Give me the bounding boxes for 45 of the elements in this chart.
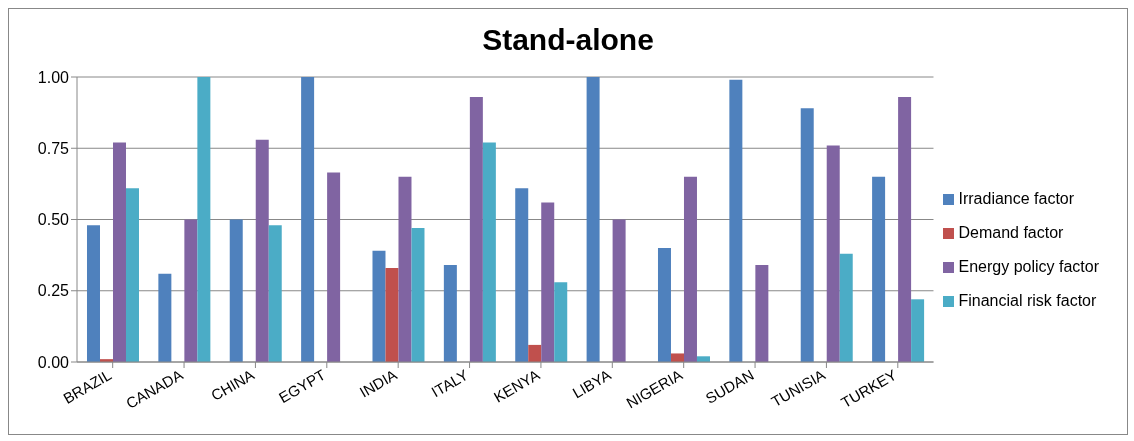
bar — [411, 228, 425, 362]
bar — [755, 265, 769, 362]
bar — [255, 139, 269, 362]
bar — [683, 176, 697, 362]
y-tick-label: 0.50 — [37, 211, 70, 229]
bar — [911, 299, 925, 362]
bar — [800, 108, 814, 362]
bar — [729, 79, 743, 362]
bar — [826, 145, 840, 362]
bar — [327, 172, 341, 362]
bar — [112, 142, 126, 362]
bar — [372, 250, 386, 362]
bar — [541, 202, 555, 362]
bar — [586, 77, 600, 362]
bar — [268, 225, 282, 362]
bar — [385, 267, 399, 362]
bar — [197, 77, 211, 362]
bar — [184, 219, 198, 362]
bar — [86, 225, 100, 362]
bar — [158, 273, 172, 362]
chart-title: Stand-alone — [481, 22, 655, 58]
bar — [612, 219, 626, 362]
legend-label: Demand factor — [958, 223, 1064, 241]
bar — [398, 176, 412, 362]
bar — [125, 188, 139, 362]
y-tick-label: 0.75 — [37, 139, 70, 157]
bar — [657, 248, 671, 362]
bar — [670, 353, 684, 362]
bar — [872, 176, 886, 362]
legend-label: Energy policy factor — [958, 257, 1099, 275]
bar — [443, 265, 457, 362]
bar — [301, 77, 315, 362]
y-tick-label: 1.00 — [37, 68, 70, 86]
bar — [528, 344, 542, 362]
legend-label: Financial risk factor — [958, 291, 1097, 309]
bar — [554, 282, 568, 362]
y-tick-label: 0.00 — [37, 353, 70, 371]
bar — [482, 142, 496, 362]
y-tick-label: 0.25 — [37, 282, 70, 300]
bar — [469, 96, 483, 362]
bar — [839, 253, 853, 362]
bar — [229, 219, 243, 362]
bar — [898, 96, 912, 362]
bar — [515, 188, 529, 362]
legend-label: Irradiance factor — [958, 189, 1075, 207]
